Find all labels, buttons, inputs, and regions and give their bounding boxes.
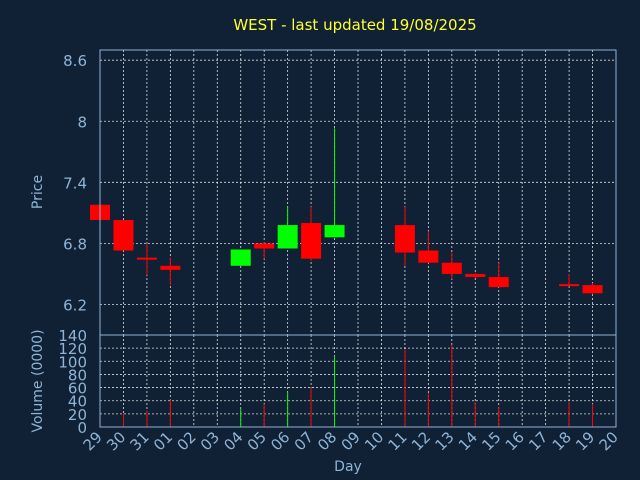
price-panel-frame [99, 49, 617, 336]
volume-bars [122, 344, 594, 427]
candle-body [324, 225, 345, 238]
volume-tick-label: 120 [58, 340, 87, 358]
day-tick-label: 14 [455, 428, 481, 454]
day-axis-ticks: 2930310102030405060708091011121314151617… [80, 428, 622, 454]
day-tick-label: 31 [127, 428, 153, 454]
day-tick-label: 15 [478, 428, 504, 454]
candle-body [394, 225, 415, 253]
candle-body [160, 265, 181, 270]
price-tick-label: 8.6 [63, 52, 87, 70]
x-axis-label: Day [334, 459, 362, 475]
candle-body [488, 276, 509, 288]
candle-body [254, 243, 275, 249]
day-tick-label: 10 [361, 428, 387, 454]
day-tick-label: 19 [572, 428, 598, 454]
candle-body [230, 249, 251, 266]
day-tick-label: 06 [267, 428, 293, 454]
candle-body [301, 223, 322, 259]
price-axis-ticks: 8.6 8 7.4 6.8 6.2 [63, 52, 87, 314]
day-tick-label: 20 [596, 428, 622, 454]
day-tick-label: 16 [502, 428, 528, 454]
volume-panel-frame [99, 334, 617, 428]
day-tick-label: 02 [173, 428, 199, 454]
candle-body [441, 262, 462, 274]
volume-tick-label: 100 [58, 353, 87, 371]
candle-body [277, 225, 298, 249]
volume-grid [100, 335, 616, 427]
day-tick-label: 11 [385, 428, 411, 454]
volume-axis-label: Volume (0000) [30, 329, 46, 432]
candle-body [582, 285, 603, 294]
candle-body [559, 284, 580, 287]
price-axis-label: Price [30, 175, 46, 209]
candle-body [418, 250, 439, 263]
day-tick-label: 13 [431, 428, 457, 454]
candle-body [465, 273, 486, 277]
price-tick-label: 6.2 [63, 296, 87, 314]
day-tick-label: 05 [244, 428, 270, 454]
day-tick-label: 18 [549, 428, 575, 454]
volume-tick-label: 80 [68, 366, 87, 384]
day-tick-label: 03 [197, 428, 223, 454]
price-tick-label: 8 [77, 113, 87, 131]
day-tick-label: 07 [291, 428, 317, 454]
price-tick-label: 7.4 [63, 174, 87, 192]
day-tick-label: 04 [220, 428, 246, 454]
day-tick-label: 30 [103, 428, 129, 454]
volume-tick-label: 0 [77, 419, 87, 437]
candle-body [113, 219, 134, 251]
day-tick-label: 17 [525, 428, 551, 454]
price-candles [90, 128, 603, 295]
volume-tick-label: 60 [68, 380, 87, 398]
volume-tick-label: 40 [68, 393, 87, 411]
day-tick-label: 01 [150, 428, 176, 454]
price-grid [100, 50, 616, 335]
volume-tick-label: 20 [68, 406, 87, 424]
day-tick-label: 09 [338, 428, 364, 454]
day-tick-label: 08 [314, 428, 340, 454]
volume-tick-label: 140 [58, 327, 87, 345]
day-tick-label: 12 [408, 428, 434, 454]
price-tick-label: 6.8 [63, 235, 87, 253]
candle-body [136, 257, 157, 260]
chart-title: WEST - last updated 19/08/2025 [233, 16, 476, 34]
